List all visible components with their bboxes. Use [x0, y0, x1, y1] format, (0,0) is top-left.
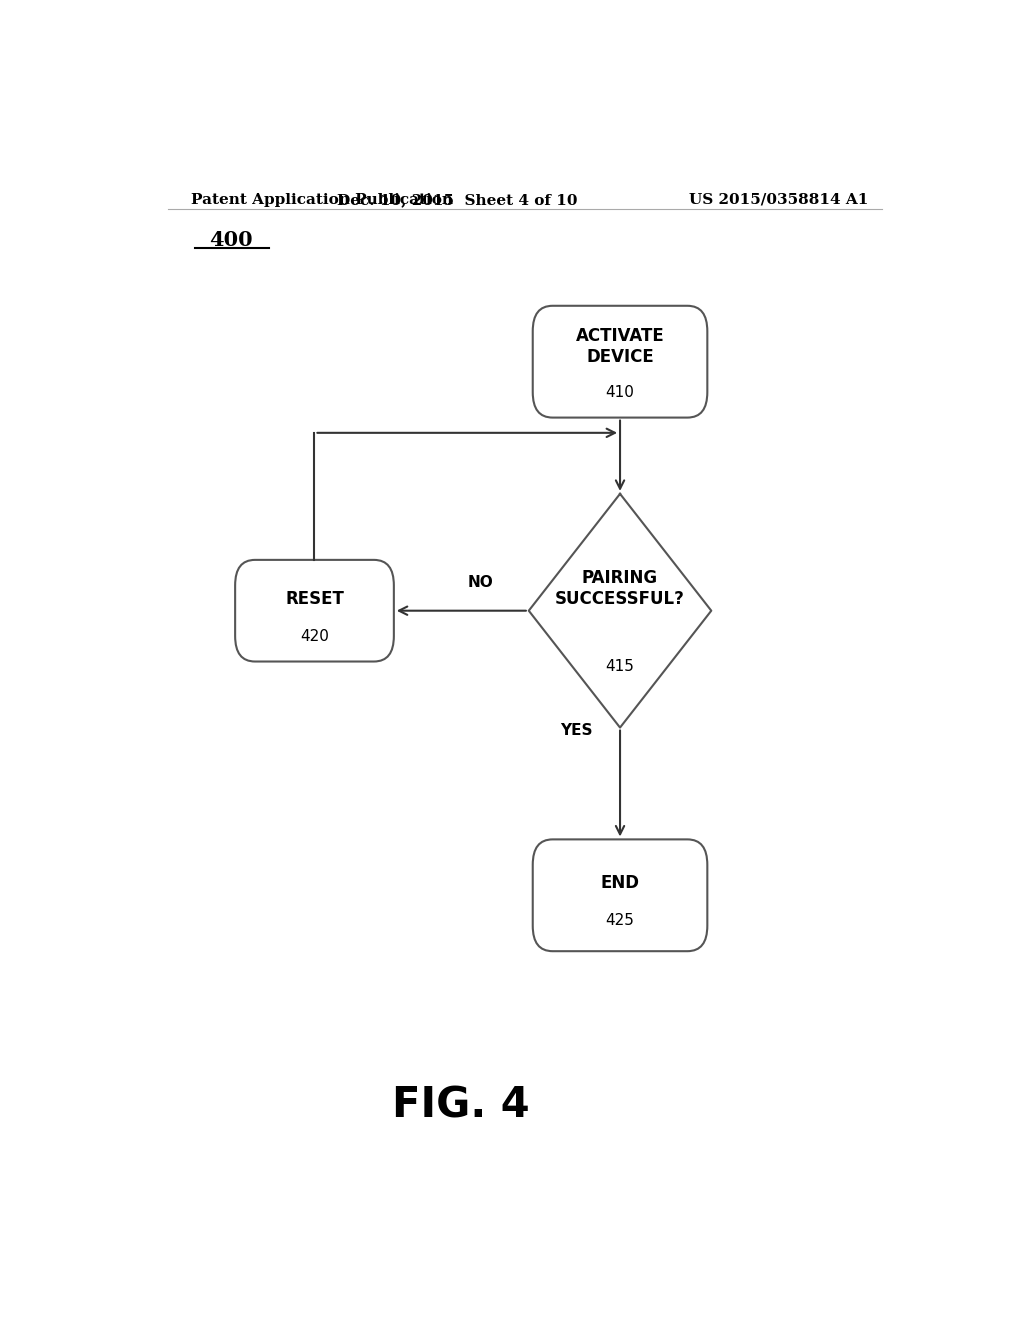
Text: 400: 400 [209, 230, 253, 249]
Text: NO: NO [467, 576, 494, 590]
Text: END: END [600, 874, 640, 892]
FancyBboxPatch shape [236, 560, 394, 661]
Text: 415: 415 [605, 659, 635, 675]
Text: US 2015/0358814 A1: US 2015/0358814 A1 [689, 193, 868, 207]
Text: Patent Application Publication: Patent Application Publication [191, 193, 454, 207]
Text: 425: 425 [605, 913, 635, 928]
Text: Dec. 10, 2015  Sheet 4 of 10: Dec. 10, 2015 Sheet 4 of 10 [337, 193, 578, 207]
Text: YES: YES [560, 722, 593, 738]
Text: 420: 420 [300, 628, 329, 644]
FancyBboxPatch shape [532, 840, 708, 952]
Text: ACTIVATE
DEVICE: ACTIVATE DEVICE [575, 327, 665, 366]
Text: PAIRING
SUCCESSFUL?: PAIRING SUCCESSFUL? [555, 569, 685, 607]
Text: RESET: RESET [285, 590, 344, 607]
Text: FIG. 4: FIG. 4 [392, 1085, 530, 1127]
FancyBboxPatch shape [532, 306, 708, 417]
Text: 410: 410 [605, 384, 635, 400]
